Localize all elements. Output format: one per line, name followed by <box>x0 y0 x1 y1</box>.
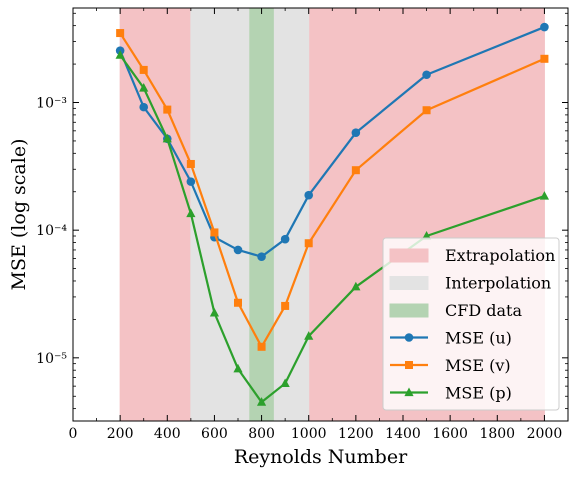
x-tick-label: 1200 <box>338 426 374 442</box>
series-mse-v <box>116 29 549 351</box>
series-mse-v-point <box>163 105 172 114</box>
legend-label: MSE (v) <box>445 356 511 375</box>
axis-ticks: 0 200 400 600 800 1000 1200 1400 1600 1800 2000 10⁻… <box>36 8 568 442</box>
series-mse-p-point <box>162 133 172 143</box>
series-mse-p-point <box>539 191 550 200</box>
y-tick-label: 10⁻⁵ <box>36 351 67 367</box>
x-tick-label: 400 <box>154 426 181 442</box>
series-mse-v-point <box>139 65 148 74</box>
series-mse-p-point <box>139 82 149 92</box>
series-mse-u-point <box>351 128 361 138</box>
series-mse-p-point <box>421 231 432 240</box>
y-tick-label: 10⁻⁴ <box>36 223 67 239</box>
series-mse-p-point <box>115 50 125 59</box>
series-mse-u-point <box>257 252 266 261</box>
legend: Extrapolation Interpolation CFD data MSE (u… <box>382 237 560 411</box>
legend-label: Extrapolation <box>445 246 555 265</box>
series-mse-v-point <box>257 342 266 351</box>
series-mse-v-point <box>540 54 549 63</box>
series-mse-v-point <box>234 298 242 307</box>
y-axis-label: MSE (log scale) <box>8 139 30 291</box>
x-tick-label: 1400 <box>385 426 421 442</box>
legend-marker <box>404 387 414 397</box>
series-mse-v-point <box>281 301 290 310</box>
series-mse-u-point <box>304 190 314 200</box>
x-tick-label: 2000 <box>527 426 563 442</box>
legend-swatch <box>389 276 429 290</box>
series-mse-u-point <box>139 102 149 112</box>
legend-marker <box>405 361 413 369</box>
x-tick-label: 800 <box>248 426 275 442</box>
legend-marker <box>404 333 414 342</box>
legend-label: MSE (p) <box>445 384 512 403</box>
series-mse-u-point <box>422 70 431 80</box>
series-mse-v-point <box>422 106 431 115</box>
legend-label: CFD data <box>445 301 522 320</box>
series-mse-p-point <box>209 307 220 317</box>
series-mse-v-point <box>186 159 195 168</box>
legend-swatch <box>389 248 429 263</box>
series-mse-p-point <box>304 331 314 340</box>
series-mse-p <box>115 50 550 406</box>
series-mse-u-point <box>280 234 290 244</box>
plot-frame <box>72 7 569 422</box>
series-mse-v-point <box>304 239 313 248</box>
series-mse-p-point <box>186 208 196 218</box>
x-tick-label: 200 <box>107 426 134 442</box>
series-mse-p-point <box>351 281 361 291</box>
x-tick-label: 1600 <box>432 426 468 442</box>
region-cfd-data-0 <box>249 7 274 422</box>
series-mse-u-line <box>119 26 545 258</box>
series-layer <box>115 22 550 406</box>
series-mse-p-line <box>119 54 545 404</box>
series-mse-u-point <box>186 177 196 186</box>
x-tick-label: 1000 <box>291 426 327 442</box>
series-mse-u-point <box>233 245 243 255</box>
legend-swatch <box>389 303 429 318</box>
series-mse-v-point <box>351 166 360 175</box>
x-tick-label: 0 <box>69 426 78 442</box>
series-mse-v-point <box>210 228 219 237</box>
series-mse-u-point <box>540 22 549 32</box>
series-mse-p-point <box>233 363 243 373</box>
legend-label: MSE (u) <box>445 329 512 348</box>
legend-label: Interpolation <box>445 274 551 293</box>
x-tick-label: 1800 <box>479 426 515 442</box>
x-tick-label: 600 <box>201 426 228 442</box>
series-mse-v-point <box>116 29 125 38</box>
series-mse-v-line <box>119 32 545 348</box>
series-mse-p-point <box>256 397 267 406</box>
x-axis-label: Reynolds Number <box>234 446 408 468</box>
series-mse-p-point <box>280 378 290 388</box>
y-tick-label: 10⁻³ <box>36 96 67 112</box>
